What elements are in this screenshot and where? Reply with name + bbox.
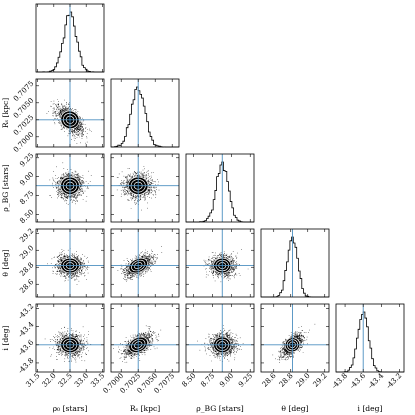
x-axis-label-rs: Rₛ [kpc] [130, 404, 160, 413]
x-tick-label-rho0: 32.5 [56, 371, 74, 389]
panel-frame [110, 78, 180, 148]
x-tick-label-theta: 29.2 [311, 371, 329, 389]
x-tick-label-rhobg: 9.00 [218, 371, 236, 389]
contour-3-rs-theta [128, 257, 148, 274]
x-tick-label-theta: 28.8 [277, 371, 295, 389]
contour-2-theta-i [286, 339, 299, 351]
scatter-panel-rho0-vs-theta [35, 228, 105, 298]
y-tick-label-rhobg: 9.00 [18, 169, 36, 187]
contour-2-rho0-rs [62, 113, 78, 127]
hist-panel-rhobg [185, 153, 255, 223]
contour-1-rs-theta [133, 262, 143, 269]
y-axis-label-theta: θ [deg] [1, 249, 10, 276]
hist-panel-rs [110, 78, 180, 148]
scatter-panel-rho0-vs-rhobg [35, 153, 105, 223]
contour-2-rs-i [131, 338, 146, 351]
histogram-i [336, 311, 404, 373]
y-tick-label-rhobg: 8.75 [18, 188, 36, 206]
x-tick-label-i: -43.2 [384, 371, 403, 390]
histogram-theta [261, 236, 329, 298]
x-tick-label-rhobg: 8.50 [180, 371, 198, 389]
histogram-rhobg [186, 161, 254, 223]
contour-3-theta-i [284, 337, 301, 353]
y-axis-label-rhobg: ρ_BG [stars] [1, 164, 10, 211]
x-tick-label-rhobg: 9.25 [236, 371, 254, 389]
contour-1-rho0-rs [65, 115, 75, 124]
scatter-panel-rs-vs-rhobg [110, 153, 180, 223]
scatter-panel-rhobg-vs-i [185, 303, 255, 373]
y-axis-label-i: i [deg] [1, 325, 10, 350]
scatter-panel-rs-vs-i [110, 303, 180, 373]
x-tick-label-rho0: 32.0 [40, 371, 58, 389]
x-axis-label-i: i [deg] [358, 404, 383, 413]
histogram-rs [111, 86, 179, 148]
panel-frame [185, 228, 255, 298]
x-tick-label-i: -43.4 [366, 371, 386, 391]
y-tick-label-i: -43.2 [16, 302, 35, 321]
y-tick-label-i: -43.6 [16, 338, 36, 358]
y-axis-label-rs: Rₛ [kpc] [1, 98, 10, 128]
x-tick-label-i: -43.6 [348, 371, 368, 391]
contour-1-theta-i [289, 341, 296, 349]
panel-frame [185, 153, 255, 223]
hist-panel-rho0 [35, 3, 105, 73]
panel-frame [185, 303, 255, 373]
panel-frame [110, 153, 180, 223]
scatter-panel-rhobg-vs-theta [185, 228, 255, 298]
x-tick-label-rhobg: 8.75 [199, 371, 217, 389]
x-tick-label-theta: 29.0 [294, 371, 312, 389]
x-tick-label-i: -43.8 [330, 371, 350, 391]
x-tick-label-rho0: 31.5 [24, 371, 42, 389]
panel-frame [260, 228, 330, 298]
x-tick-label-theta: 28.6 [260, 371, 278, 389]
panel-frame [110, 303, 180, 373]
hist-panel-i [335, 303, 405, 373]
scatter-panel-rho0-vs-i [35, 303, 105, 373]
y-tick-label-rhobg: 9.25 [18, 151, 36, 169]
y-tick-label-theta: 28.6 [18, 277, 36, 295]
y-tick-label-rhobg: 8.50 [18, 207, 36, 225]
y-tick-label-theta: 28.8 [18, 260, 36, 278]
panel-frame [260, 303, 330, 373]
scatter-panel-rho0-vs-rs [35, 78, 105, 148]
x-axis-label-theta: θ [deg] [281, 404, 308, 413]
panel-frame [110, 228, 180, 298]
panel-frame [335, 303, 405, 373]
y-tick-label-i: -43.4 [16, 319, 36, 339]
y-tick-label-theta: 29.0 [18, 243, 36, 261]
x-axis-label-rho0: ρ₀ [stars] [53, 404, 88, 413]
x-axis-label-rhobg: ρ_BG [stars] [196, 404, 243, 413]
contour-2-rs-theta [131, 259, 146, 272]
scatter-panel-theta-vs-i [260, 303, 330, 373]
contour-3-rho0-rs [60, 110, 80, 130]
hist-panel-theta [260, 228, 330, 298]
y-tick-label-theta: 29.2 [18, 226, 36, 244]
contour-3-rs-i [128, 336, 148, 353]
scatter-panel-rs-vs-theta [110, 228, 180, 298]
x-tick-label-rho0: 33.0 [72, 371, 90, 389]
contour-1-rs-i [133, 341, 143, 349]
